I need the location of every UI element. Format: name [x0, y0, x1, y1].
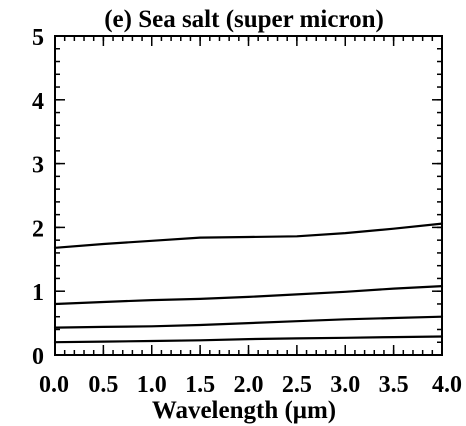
series-line-1: [53, 222, 444, 249]
x-tick-label: 4.0: [432, 372, 462, 398]
series-line-4: [53, 335, 444, 344]
y-tick-label: 3: [32, 153, 44, 179]
y-tick-label: 1: [32, 280, 44, 306]
x-tick-label: 3.5: [379, 372, 409, 398]
x-tick-label: 1.0: [137, 372, 167, 398]
x-axis-label: Wavelength (μm): [152, 397, 336, 424]
tick-labels: 0.0 0.5 1.0 1.5 2.0 2.5 3.0 3.5 4.0 0 1 2 3 4 5: [32, 25, 462, 398]
chart-title: (e) Sea salt (super micron): [104, 6, 384, 33]
x-tick-label: 2.5: [282, 372, 312, 398]
axis-ticks: [54, 35, 443, 356]
x-tick-label: 0.5: [88, 372, 118, 398]
y-tick-label: 4: [32, 89, 44, 115]
y-tick-label: 5: [32, 25, 44, 51]
series-group: [53, 222, 444, 344]
x-tick-label: 0.0: [39, 372, 69, 398]
x-tick-label: 1.5: [185, 372, 215, 398]
y-tick-label: 2: [32, 216, 44, 242]
series-line-2: [53, 285, 444, 306]
x-tick-label: 2.0: [234, 372, 264, 398]
y-tick-label: 0: [32, 344, 44, 370]
x-tick-label: 3.0: [330, 372, 360, 398]
series-line-3: [53, 315, 444, 329]
plot-frame: [54, 35, 443, 356]
